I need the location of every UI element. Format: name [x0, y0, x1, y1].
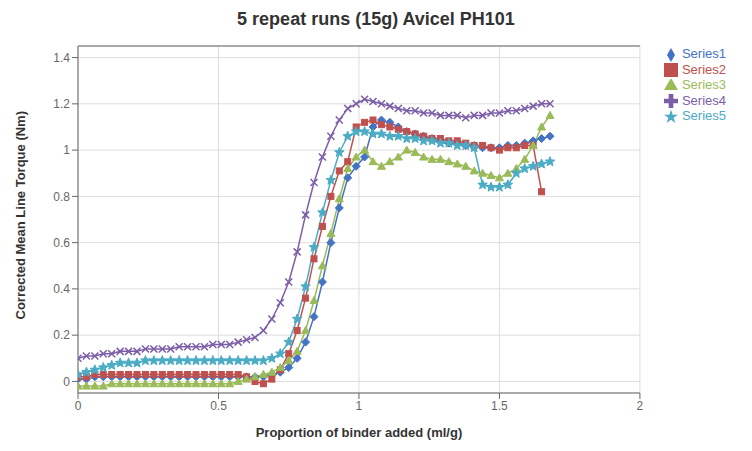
svg-text:0.4: 0.4 [53, 282, 70, 296]
svg-text:1: 1 [63, 143, 70, 157]
svg-text:0.5: 0.5 [210, 399, 227, 413]
html-text:Series3: Series3 [681, 77, 726, 93]
svg-text:0.8: 0.8 [53, 190, 70, 204]
svg-text:0: 0 [75, 399, 82, 413]
html-text:Series5: Series5 [681, 108, 726, 124]
svg-text:1.5: 1.5 [491, 399, 508, 413]
svg-text:1: 1 [356, 399, 363, 413]
svg-text:Proportion of binder added (ml: Proportion of binder added (ml/g) [256, 425, 463, 440]
html-text:5 repeat runs (15g) Avicel PH1: 5 repeat runs (15g) Avicel PH101 [237, 9, 515, 29]
svg-text:Corrected Mean Line Torque (Nm: Corrected Mean Line Torque (Nm) [13, 111, 28, 320]
svg-text:1.4: 1.4 [53, 51, 70, 65]
svg-text:2: 2 [637, 399, 644, 413]
svg-text:1.2: 1.2 [53, 97, 70, 111]
html-text:Series1: Series1 [681, 46, 726, 61]
svg-text:0.2: 0.2 [53, 328, 70, 342]
svg-text:0.6: 0.6 [53, 236, 70, 250]
html-text:Series4: Series4 [681, 92, 726, 108]
svg-text:0: 0 [63, 375, 70, 389]
html-text:Series2: Series2 [681, 61, 726, 77]
